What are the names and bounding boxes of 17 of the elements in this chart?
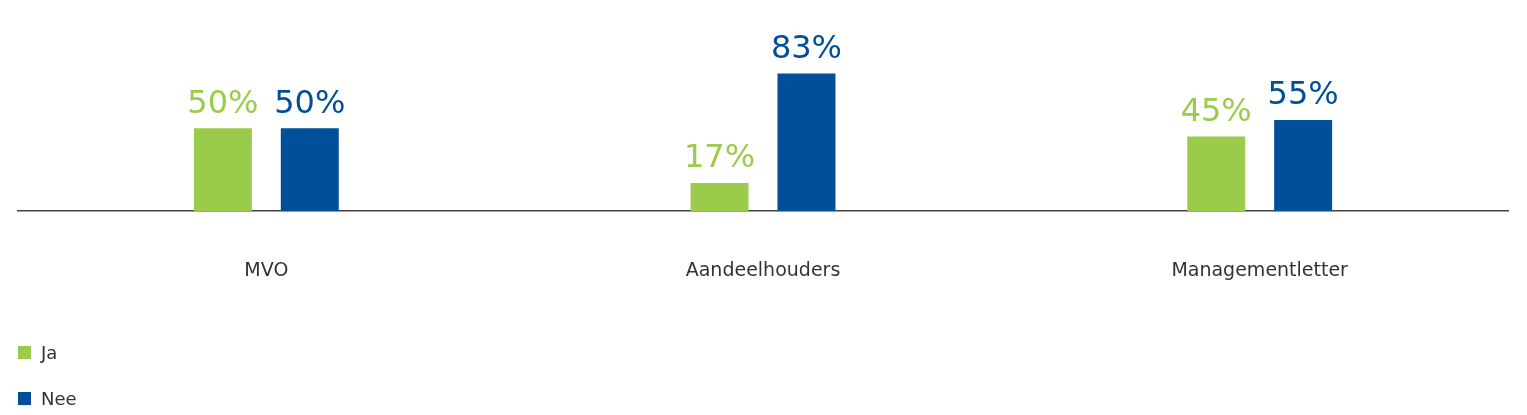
data-label: 17% [683, 137, 756, 176]
bar [777, 73, 836, 212]
bar [1274, 120, 1333, 212]
x-tick-label: MVO [244, 257, 289, 280]
legend-label: Ja [41, 341, 58, 363]
bar [193, 128, 252, 212]
x-tick-label: Managementletter [1171, 257, 1349, 280]
bar [1187, 136, 1246, 212]
data-label: 83% [770, 27, 843, 66]
data-label: 50% [187, 82, 259, 121]
data-label: 45% [1180, 90, 1252, 129]
bar [690, 183, 749, 212]
x-tick-label: Aandeelhouders [685, 257, 841, 280]
data-label: 55% [1267, 74, 1339, 113]
legend-label: Nee [41, 387, 77, 409]
data-label: 50% [274, 82, 346, 121]
bar [280, 128, 339, 212]
